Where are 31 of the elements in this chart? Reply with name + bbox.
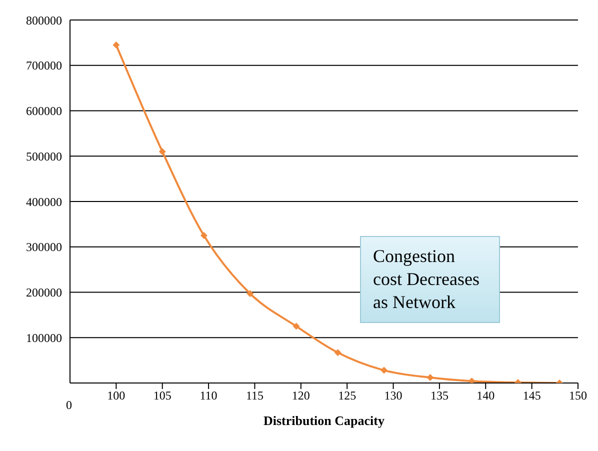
point [334,349,342,356]
y-tick-label: 200000 [26,286,62,300]
y-tick-label: 400000 [26,194,62,209]
x-tick-label: 150 [569,388,587,403]
x-tick-label: 130 [384,388,402,403]
x-tick-label: 115 [246,388,264,403]
point [112,41,120,48]
y-tick-label: 500000 [26,149,62,164]
x-axis-title: Distribution Capacity [264,413,385,428]
y-tick-label: 700000 [26,58,62,73]
x-tick-label: 100 [107,388,126,403]
x-tick-label: 105 [153,388,172,403]
text: 0 [66,398,72,413]
point [158,148,166,156]
y-tick-label: 300000 [26,240,62,254]
point [426,374,434,382]
x-tick-label: 125 [338,388,356,403]
y-tick-label: 800000 [26,13,62,28]
point [292,322,300,330]
point [468,378,476,383]
x-tick-label: 145 [522,388,541,403]
x-tick-label: 120 [292,388,310,403]
point [246,290,254,298]
y-tick-label: 600000 [26,104,62,118]
x-tick-label: 140 [476,388,495,403]
point [200,232,208,240]
x-tick-label: 110 [200,388,218,403]
x-tick-label: 135 [430,388,448,403]
y-tick-label: 100000 [26,330,62,345]
point [380,366,388,374]
annotation: Congestion cost Decreases as Network [360,236,500,323]
